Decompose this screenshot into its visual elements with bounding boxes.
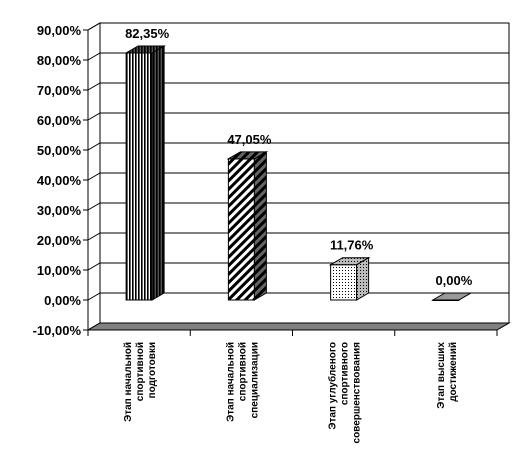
bar-front bbox=[227, 158, 255, 301]
category-label: Этап углубленогоспортивногосовершенствов… bbox=[327, 342, 363, 444]
gridline bbox=[87, 22, 509, 31]
category-label-line: спортивной bbox=[237, 342, 248, 401]
y-tick-label: 20,00% bbox=[37, 233, 82, 248]
category-label: Этап высшихдостижений bbox=[436, 342, 459, 409]
y-axis-ticks: -10,00% 0,00% 10,00% 20,00% 30,00% 40,00% 50,0… bbox=[33, 23, 88, 338]
gridline bbox=[87, 292, 509, 301]
category-labels: Этап начальнойспортивнойподготовки Этап н… bbox=[123, 342, 459, 444]
bar-front bbox=[125, 52, 153, 301]
y-tick-label: 70,00% bbox=[37, 83, 82, 98]
y-tick-label: 50,00% bbox=[37, 143, 82, 158]
y-tick-label: 30,00% bbox=[37, 203, 82, 218]
category-label-line: специализации bbox=[249, 342, 260, 418]
data-labels: 82,35% 47,05% 11,76% 0,00% bbox=[125, 26, 473, 288]
bar-top bbox=[431, 292, 473, 301]
category-label-line: достижений bbox=[448, 342, 459, 402]
bar-top bbox=[328, 257, 371, 266]
category-label-line: спортивного bbox=[340, 342, 351, 405]
y-tick-label: 0,00% bbox=[44, 293, 81, 308]
y-tick-label: -10,00% bbox=[33, 323, 82, 338]
y-tick-label: 40,00% bbox=[37, 173, 82, 188]
category-label-line: совершенствования bbox=[352, 342, 363, 444]
gridline bbox=[87, 262, 509, 271]
gridline bbox=[87, 52, 509, 61]
category-label: Этап начальнойспортивнойспециализации bbox=[225, 342, 260, 422]
y-tick-label: 90,00% bbox=[37, 23, 82, 38]
gridlines bbox=[87, 22, 509, 331]
category-label: Этап начальнойспортивнойподготовки bbox=[123, 342, 158, 422]
category-label-line: Этап высших bbox=[436, 342, 447, 409]
y-tick-label: 60,00% bbox=[37, 113, 82, 128]
bar-front bbox=[330, 264, 358, 301]
bar-top bbox=[124, 45, 166, 54]
gridline bbox=[87, 202, 509, 211]
category-label-line: спортивной bbox=[135, 342, 146, 401]
bar-top bbox=[226, 151, 269, 160]
floor-top bbox=[86, 322, 511, 331]
gridline bbox=[87, 232, 509, 241]
gridline bbox=[87, 82, 509, 91]
gridline bbox=[87, 172, 509, 181]
data-label: 0,00% bbox=[435, 273, 472, 288]
category-label-line: Этап начальной bbox=[225, 342, 236, 422]
y-tick-label: 80,00% bbox=[37, 53, 82, 68]
bar-side bbox=[151, 45, 165, 301]
data-label: 11,76% bbox=[330, 238, 374, 253]
category-label-line: Этап начальной bbox=[123, 342, 134, 422]
bars bbox=[124, 45, 473, 301]
data-label: 82,35% bbox=[125, 26, 170, 41]
y-tick-label: 10,00% bbox=[37, 263, 82, 278]
plot-floor bbox=[86, 322, 511, 336]
gridline bbox=[87, 112, 509, 121]
data-label: 47,05% bbox=[227, 132, 272, 147]
bar-side bbox=[253, 150, 267, 301]
gridline bbox=[87, 142, 509, 151]
category-label-line: Этап углубленого bbox=[327, 342, 339, 430]
category-label-line: подготовки bbox=[147, 342, 158, 398]
